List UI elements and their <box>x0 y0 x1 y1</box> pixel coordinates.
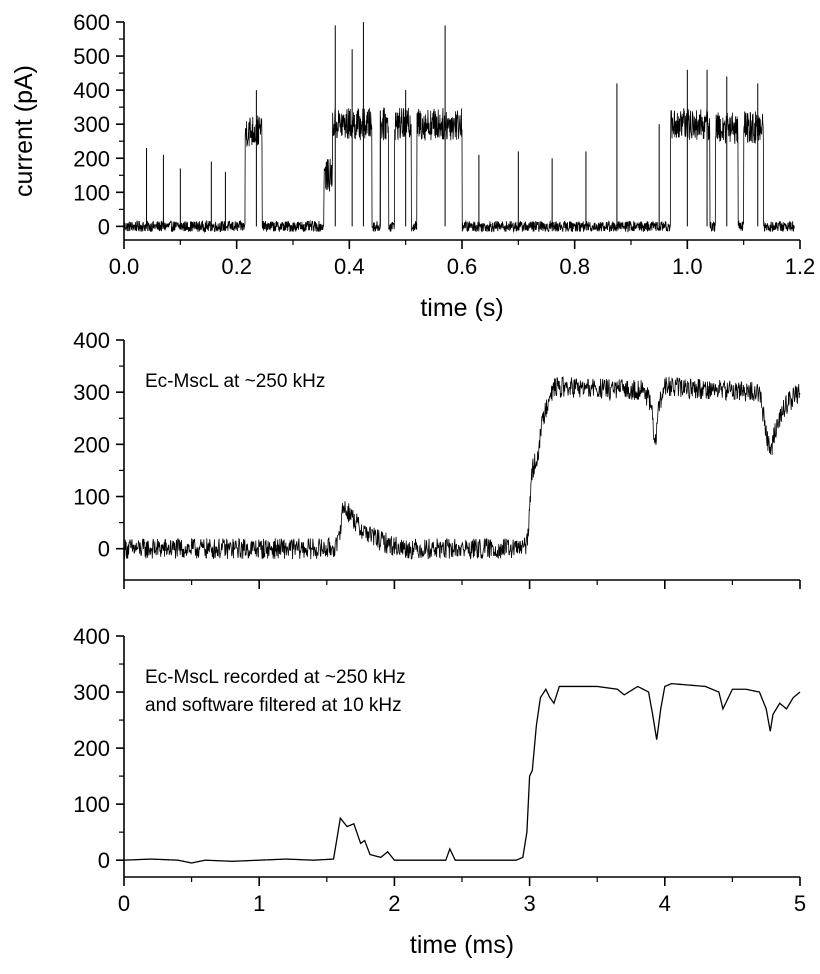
panel-middle-raw-trace: 0 100 200 300 400 Ec-MscL at ~250 kHz <box>73 328 801 589</box>
top-x-tick-label: 0.6 <box>447 254 478 279</box>
middle-current-trace <box>123 375 801 560</box>
bottom-x-tick-label: 2 <box>388 891 400 916</box>
middle-y-tick-label: 400 <box>73 328 110 353</box>
top-current-trace <box>123 106 795 234</box>
top-y-tick-label: 400 <box>73 78 110 103</box>
bottom-y-tick-label: 100 <box>73 792 110 817</box>
top-y-axis-label: current (pA) <box>10 65 38 197</box>
bottom-x-tick-label: 4 <box>659 891 671 916</box>
middle-annotation-line: Ec-MscL at ~250 kHz <box>145 371 325 392</box>
top-x-tick-label: 1.2 <box>785 254 816 279</box>
top-y-tick-label: 500 <box>73 44 110 69</box>
top-x-axis-label: time (s) <box>420 294 503 322</box>
top-x-tick-label: 0.0 <box>109 254 140 279</box>
bottom-x-tick-label: 1 <box>253 891 265 916</box>
top-x-tick-label: 0.8 <box>559 254 590 279</box>
top-y-tick-label: 300 <box>73 112 110 137</box>
bottom-y-tick-label: 400 <box>73 624 110 649</box>
bottom-annotation-line: and software filtered at 10 kHz <box>145 695 402 716</box>
bottom-x-tick-label: 5 <box>794 891 806 916</box>
panel-bottom-filtered-trace: 0 1 2 3 4 5 0 100 200 300 400 time (ms) Ec-MscL reco… <box>73 624 806 959</box>
top-y-tick-label: 200 <box>73 146 110 171</box>
bottom-annotation-line: Ec-MscL recorded at ~250 kHz <box>145 667 406 688</box>
top-x-tick-label: 0.2 <box>221 254 252 279</box>
bottom-y-tick-label: 200 <box>73 736 110 761</box>
top-x-tick-label: 1.0 <box>672 254 703 279</box>
panel-top-overview-trace: 0.0 0.2 0.4 0.6 0.8 1.0 1.2 0 100 200 300 400 500 600… <box>10 10 815 322</box>
bottom-y-tick-label: 0 <box>98 848 110 873</box>
top-y-tick-label: 600 <box>73 10 110 35</box>
middle-y-tick-label: 200 <box>73 432 110 457</box>
bottom-x-tick-label: 0 <box>118 891 130 916</box>
middle-y-tick-label: 300 <box>73 380 110 405</box>
middle-y-tick-label: 100 <box>73 485 110 510</box>
bottom-current-trace <box>123 682 801 864</box>
bottom-x-tick-label: 3 <box>523 891 535 916</box>
top-y-tick-label: 0 <box>98 214 110 239</box>
middle-y-tick-label: 0 <box>98 537 110 562</box>
bottom-x-axis-label: time (ms) <box>410 931 514 959</box>
top-x-tick-label: 0.4 <box>334 254 365 279</box>
bottom-y-tick-label: 300 <box>73 680 110 705</box>
top-y-tick-label: 100 <box>73 180 110 205</box>
